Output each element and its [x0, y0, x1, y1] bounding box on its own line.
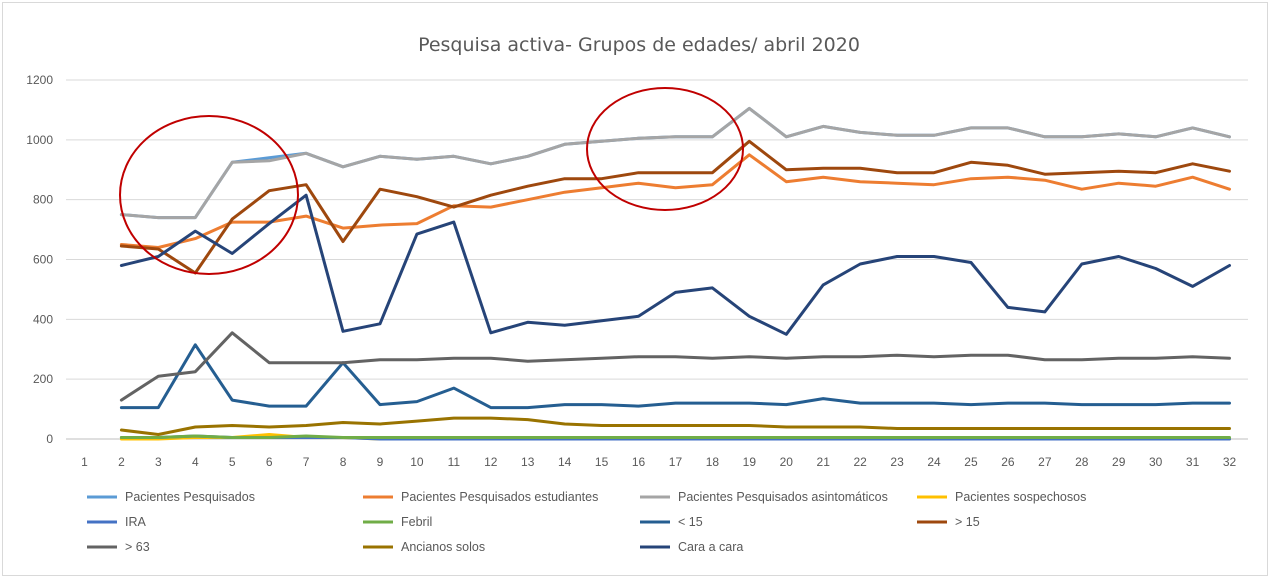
legend-label: > 15	[955, 515, 980, 529]
x-tick-label: 6	[266, 455, 273, 469]
legend-item: IRA	[87, 515, 147, 529]
x-tick-label: 16	[632, 455, 646, 469]
x-tick-label: 19	[743, 455, 757, 469]
legend-label: < 15	[678, 515, 703, 529]
line-chart: Pesquisa activa- Grupos de edades/ abril…	[26, 34, 1248, 554]
gridlines	[66, 79, 1248, 440]
highlight-circle-left	[119, 115, 299, 275]
legend-item: Pacientes Pesquisados	[87, 490, 255, 504]
x-tick-label: 5	[229, 455, 236, 469]
series-lines	[119, 106, 1231, 441]
y-tick-label: 800	[33, 193, 53, 207]
x-tick-label: 22	[853, 455, 867, 469]
legend: Pacientes Pesquisados Pacientes Pesquisad…	[87, 490, 1086, 554]
y-tick-label: 0	[46, 432, 53, 446]
legend-item: Pacientes Pesquisados asintomáticos	[640, 490, 888, 504]
x-tick-label: 14	[558, 455, 572, 469]
series-line-2	[119, 106, 1231, 220]
x-tick-label: 31	[1186, 455, 1200, 469]
legend-item: Pacientes Pesquisados estudiantes	[363, 490, 598, 504]
x-tick-label: 9	[377, 455, 384, 469]
x-tick-label: 20	[780, 455, 794, 469]
x-tick-label: 4	[192, 455, 199, 469]
legend-item: > 15	[917, 515, 980, 529]
legend-item: Ancianos solos	[363, 540, 485, 554]
x-tick-label: 3	[155, 455, 162, 469]
x-tick-label: 12	[484, 455, 498, 469]
series-line-1	[119, 153, 1231, 249]
legend-item: < 15	[640, 515, 703, 529]
x-tick-label: 30	[1149, 455, 1163, 469]
annotations	[119, 87, 744, 275]
x-tick-label: 17	[669, 455, 683, 469]
legend-item: Febril	[363, 515, 432, 529]
legend-label: Ancianos solos	[401, 540, 485, 554]
legend-label: Febril	[401, 515, 432, 529]
x-tick-label: 2	[118, 455, 125, 469]
x-tick-label: 1	[81, 455, 88, 469]
x-tick-label: 8	[340, 455, 347, 469]
chart-title: Pesquisa activa- Grupos de edades/ abril…	[418, 34, 860, 56]
x-tick-label: 21	[817, 455, 831, 469]
x-tick-label: 10	[410, 455, 424, 469]
legend-label: > 63	[125, 540, 150, 554]
y-tick-label: 200	[33, 372, 53, 386]
x-axis-ticks: 1 2 3 4 5 6 7 8 9 10 11 12 13 14 15 16 17 18 19 20 21 22 23 24 2…	[81, 455, 1236, 469]
legend-label: IRA	[125, 515, 147, 529]
x-tick-label: 24	[927, 455, 941, 469]
x-tick-label: 18	[706, 455, 720, 469]
series-line-8	[119, 331, 1231, 402]
y-tick-label: 1200	[26, 73, 53, 87]
y-tick-label: 400	[33, 312, 53, 326]
x-tick-label: 32	[1223, 455, 1237, 469]
legend-label: Pacientes sospechosos	[955, 490, 1086, 504]
x-tick-label: 25	[964, 455, 978, 469]
legend-label: Pacientes Pesquisados	[125, 490, 255, 504]
x-tick-label: 23	[890, 455, 904, 469]
series-line-5	[119, 434, 1231, 439]
series-line-6	[119, 343, 1231, 410]
legend-item: Cara a cara	[640, 540, 743, 554]
x-tick-label: 11	[448, 455, 461, 469]
legend-label: Pacientes Pesquisados asintomáticos	[678, 490, 888, 504]
x-tick-label: 29	[1112, 455, 1126, 469]
x-tick-label: 7	[303, 455, 310, 469]
x-tick-label: 15	[595, 455, 609, 469]
x-tick-label: 27	[1038, 455, 1052, 469]
x-tick-label: 26	[1001, 455, 1015, 469]
legend-item: Pacientes sospechosos	[917, 490, 1086, 504]
x-tick-label: 13	[521, 455, 535, 469]
y-axis-ticks: 0 200 400 600 800 1000 1200	[26, 73, 53, 446]
legend-label: Cara a cara	[678, 540, 743, 554]
series-line-9	[119, 416, 1231, 436]
x-tick-label: 28	[1075, 455, 1089, 469]
legend-label: Pacientes Pesquisados estudiantes	[401, 490, 598, 504]
y-tick-label: 600	[33, 253, 53, 267]
series-line-7	[119, 139, 1231, 275]
highlight-circle-right	[586, 87, 744, 211]
legend-item: > 63	[87, 540, 150, 554]
series-line-10	[119, 193, 1231, 336]
series-line-0	[119, 106, 1231, 220]
y-tick-label: 1000	[26, 133, 53, 147]
